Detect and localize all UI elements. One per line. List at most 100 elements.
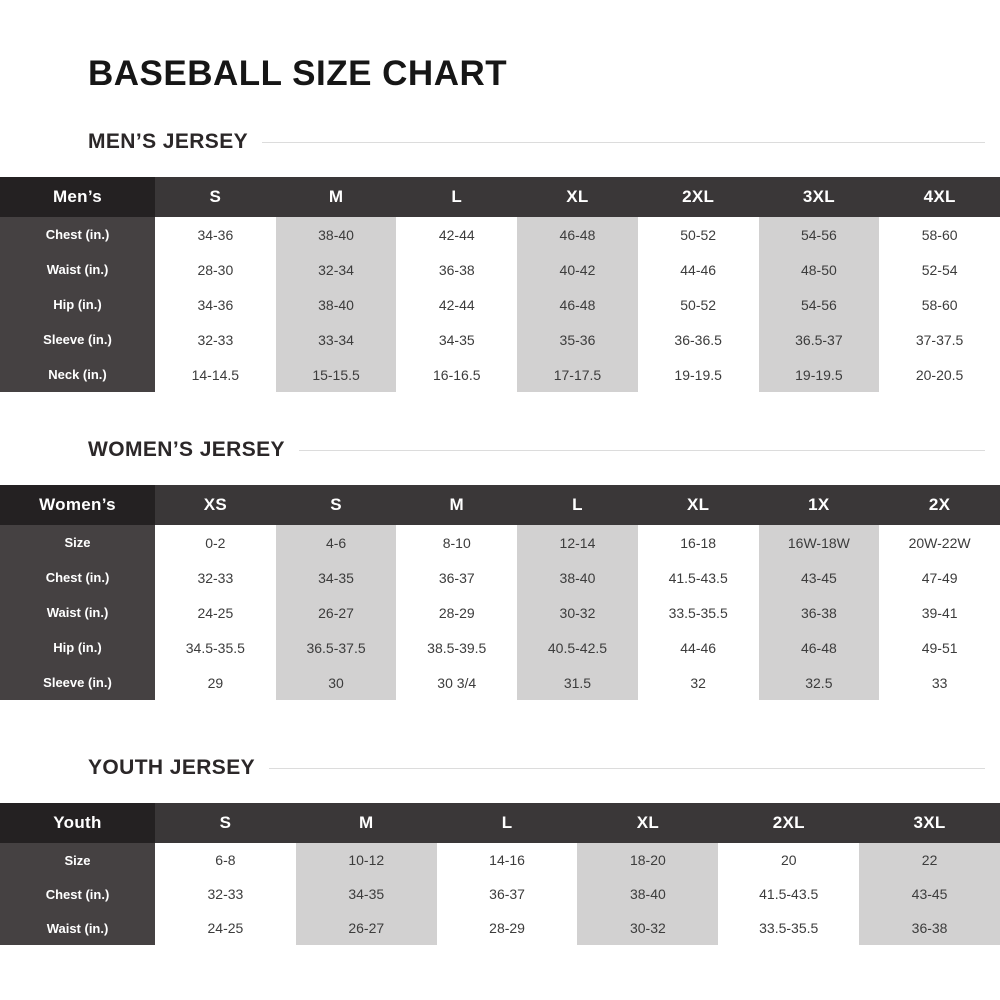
- section-men-s-jersey: MEN’S JERSEY Men’s S M L XL 2XL 3XL 4XL Chest (in…: [0, 130, 1000, 392]
- row-label: Waist (in.): [0, 252, 155, 287]
- measurement-cell: 38-40: [275, 287, 397, 322]
- measurement-cell: 54-56: [758, 217, 880, 252]
- measurement-cell: 36-38: [859, 911, 1000, 945]
- corner-label: Women’s: [0, 485, 155, 525]
- measurement-cell: 43-45: [859, 877, 1000, 911]
- row-label: Size: [0, 525, 155, 560]
- row-label: Sleeve (in.): [0, 665, 155, 700]
- youth-jersey-table: Youth S M L XL 2XL 3XL Size 6-8 10-12 14-16 18-20 20…: [0, 803, 1000, 945]
- row-label: Waist (in.): [0, 595, 155, 630]
- measurement-cell: 26-27: [295, 911, 437, 945]
- measurement-cell: 32-34: [275, 252, 397, 287]
- measurement-cell: 16-18: [637, 525, 759, 560]
- size-column-header: M: [295, 803, 437, 843]
- measurement-cell: 36-37: [436, 877, 578, 911]
- measurement-cell: 14-16: [436, 843, 578, 877]
- measurement-cell: 19-19.5: [758, 357, 880, 392]
- measurement-cell: 48-50: [758, 252, 880, 287]
- table-row: Hip (in.) 34.5-35.5 36.5-37.5 38.5-39.5 40.5…: [0, 630, 1000, 665]
- measurement-cell: 42-44: [396, 287, 518, 322]
- row-label: Chest (in.): [0, 560, 155, 595]
- measurement-cell: 41.5-43.5: [718, 877, 860, 911]
- measurement-cell: 52-54: [879, 252, 1000, 287]
- divider-line: [262, 141, 985, 143]
- section-title: WOMEN’S JERSEY: [88, 438, 285, 461]
- measurement-cell: 4-6: [275, 525, 397, 560]
- measurement-cell: 36.5-37: [758, 322, 880, 357]
- corner-label: Youth: [0, 803, 155, 843]
- measurement-cell: 29: [155, 665, 276, 700]
- sections-container: MEN’S JERSEY Men’s S M L XL 2XL 3XL 4XL Chest (in…: [0, 130, 1000, 945]
- size-column-header: 2X: [879, 485, 1000, 525]
- measurement-cell: 28-30: [155, 252, 276, 287]
- measurement-cell: 26-27: [275, 595, 397, 630]
- measurement-cell: 17-17.5: [517, 357, 638, 392]
- size-column-header: 1X: [758, 485, 880, 525]
- measurement-cell: 15-15.5: [275, 357, 397, 392]
- measurement-cell: 33.5-35.5: [637, 595, 759, 630]
- divider-line: [269, 767, 985, 769]
- table-row: Size 6-8 10-12 14-16 18-20 20 22: [0, 843, 1000, 877]
- size-column-header: 4XL: [879, 177, 1000, 217]
- measurement-cell: 34-35: [396, 322, 518, 357]
- measurement-cell: 36-36.5: [637, 322, 759, 357]
- size-column-header: 2XL: [637, 177, 759, 217]
- size-column-header: XL: [517, 177, 638, 217]
- measurement-cell: 36-37: [396, 560, 518, 595]
- measurement-cell: 32-33: [155, 560, 276, 595]
- corner-label: Men’s: [0, 177, 155, 217]
- size-column-header: 2XL: [718, 803, 860, 843]
- measurement-cell: 32-33: [155, 322, 276, 357]
- size-header-row: Women’s XS S M L XL 1X 2X: [0, 485, 1000, 525]
- measurement-cell: 20-20.5: [879, 357, 1000, 392]
- table-row: Sleeve (in.) 29 30 30 3/4 31.5 32 32.5 33: [0, 665, 1000, 700]
- section-header: YOUTH JERSEY: [88, 756, 985, 780]
- measurement-cell: 38-40: [577, 877, 719, 911]
- measurement-cell: 38-40: [275, 217, 397, 252]
- page-title: BASEBALL SIZE CHART: [88, 54, 508, 93]
- measurement-cell: 50-52: [637, 287, 759, 322]
- size-column-header: 3XL: [758, 177, 880, 217]
- measurement-cell: 33.5-35.5: [718, 911, 860, 945]
- measurement-cell: 39-41: [879, 595, 1000, 630]
- section-youth-jersey: YOUTH JERSEY Youth S M L XL 2XL 3XL Size 6-8 10-12…: [0, 756, 1000, 945]
- measurement-cell: 24-25: [155, 911, 296, 945]
- measurement-cell: 14-14.5: [155, 357, 276, 392]
- measurement-cell: 33: [879, 665, 1000, 700]
- measurement-cell: 31.5: [517, 665, 638, 700]
- measurement-cell: 34-36: [155, 217, 276, 252]
- size-column-header: XL: [577, 803, 719, 843]
- section-title: MEN’S JERSEY: [88, 130, 249, 153]
- measurement-cell: 38-40: [517, 560, 638, 595]
- measurement-cell: 46-48: [758, 630, 880, 665]
- size-column-header: L: [396, 177, 518, 217]
- measurement-cell: 40.5-42.5: [517, 630, 638, 665]
- table-row: Waist (in.) 28-30 32-34 36-38 40-42 44-46 48-5…: [0, 252, 1000, 287]
- measurement-cell: 32: [637, 665, 759, 700]
- size-column-header: 3XL: [859, 803, 1000, 843]
- measurement-cell: 34-36: [155, 287, 276, 322]
- measurement-cell: 8-10: [396, 525, 518, 560]
- measurement-cell: 32.5: [758, 665, 880, 700]
- size-column-header: M: [396, 485, 518, 525]
- row-label: Hip (in.): [0, 287, 155, 322]
- measurement-cell: 33-34: [275, 322, 397, 357]
- size-column-header: S: [275, 485, 397, 525]
- measurement-cell: 22: [859, 843, 1000, 877]
- measurement-cell: 19-19.5: [637, 357, 759, 392]
- size-column-header: L: [436, 803, 578, 843]
- measurement-cell: 43-45: [758, 560, 880, 595]
- men-s-jersey-table: Men’s S M L XL 2XL 3XL 4XL Chest (in.) 34-36 38-40…: [0, 177, 1000, 392]
- measurement-cell: 46-48: [517, 217, 638, 252]
- measurement-cell: 10-12: [295, 843, 437, 877]
- measurement-cell: 42-44: [396, 217, 518, 252]
- measurement-cell: 16W-18W: [758, 525, 880, 560]
- size-column-header: S: [155, 803, 296, 843]
- measurement-cell: 44-46: [637, 252, 759, 287]
- measurement-cell: 28-29: [436, 911, 578, 945]
- section-header: MEN’S JERSEY: [88, 130, 985, 154]
- measurement-cell: 30: [275, 665, 397, 700]
- measurement-cell: 50-52: [637, 217, 759, 252]
- measurement-cell: 36.5-37.5: [275, 630, 397, 665]
